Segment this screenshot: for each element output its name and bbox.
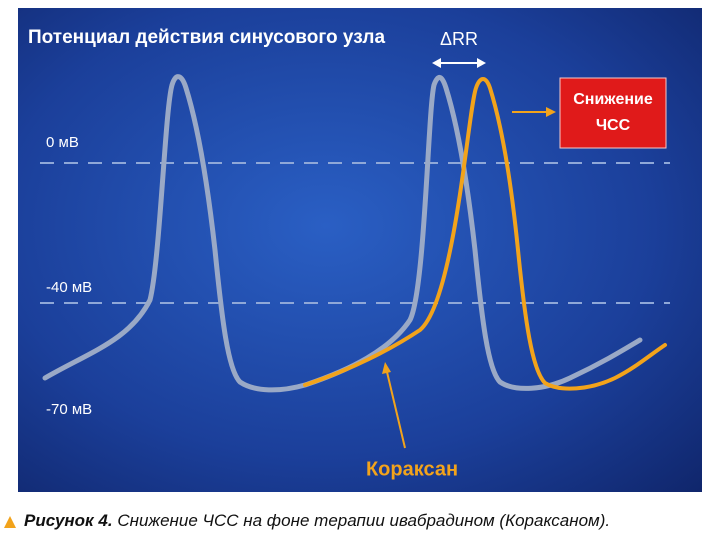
delta-label: ΔRR	[440, 29, 478, 49]
axis-label: -70 мВ	[46, 401, 92, 418]
caption-marker	[4, 516, 16, 528]
caption: Рисунок 4. Снижение ЧСС на фоне терапии …	[24, 511, 610, 530]
callout-text: Снижение	[573, 91, 653, 108]
arrow-head	[546, 107, 556, 117]
axis-label: -40 мВ	[46, 279, 92, 296]
title: Потенциал действия синусового узла	[28, 27, 385, 48]
drug-arrow	[386, 371, 406, 449]
axis-label: 0 мВ	[46, 134, 79, 151]
arrow-head	[382, 362, 391, 374]
caption-label: Рисунок 4.	[24, 511, 113, 530]
caption-text: Снижение ЧСС на фоне терапии ивабрадином…	[117, 511, 610, 530]
callout-text: ЧСС	[596, 117, 631, 134]
drug-curve	[303, 77, 667, 391]
callout-box	[559, 77, 667, 149]
drug-label: Кораксан	[366, 458, 458, 480]
